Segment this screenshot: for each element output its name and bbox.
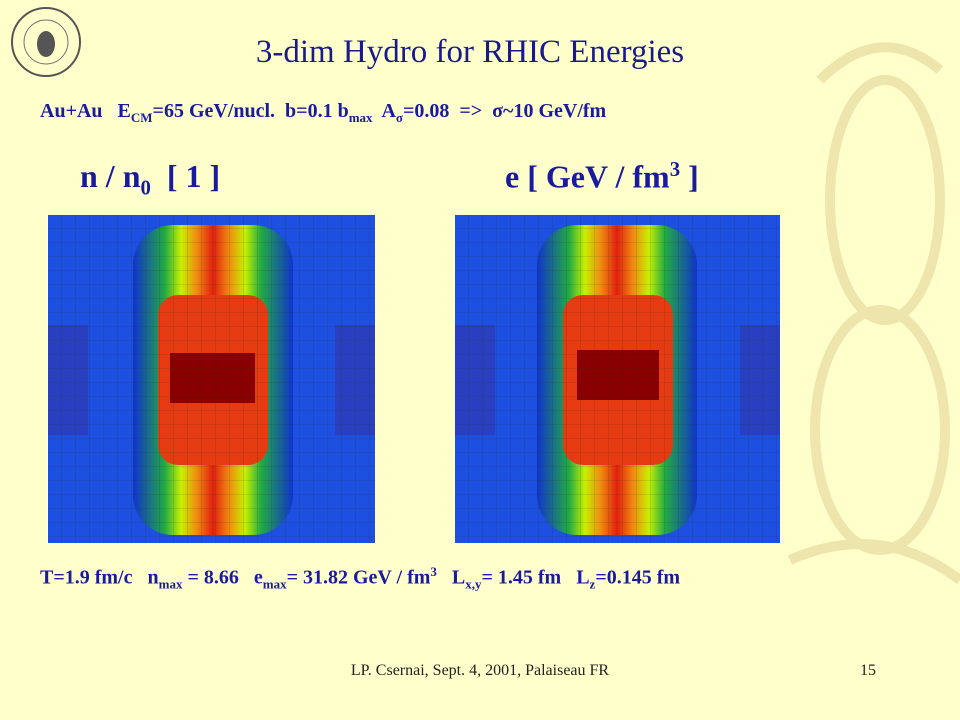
- text-run: =0.145 fm: [595, 566, 681, 589]
- text-run: T=1.9 fm/c n: [40, 566, 159, 589]
- subscript: max: [262, 576, 287, 592]
- subscript: CM: [130, 110, 153, 125]
- footer-author: LP. Csernai, Sept. 4, 2001, Palaiseau FR: [350, 662, 610, 679]
- text-run: L: [436, 566, 466, 589]
- text-run: n / n: [80, 158, 141, 194]
- text-run: [ 1 ]: [150, 158, 221, 194]
- results: T=1.9 fm/c nmax = 8.66 emax= 31.82 GeV /…: [40, 564, 680, 593]
- subscript: σ: [395, 110, 403, 125]
- supscript: 3: [669, 158, 681, 181]
- text-run: e [ GeV / fm: [505, 158, 670, 195]
- text-run: = 8.66 e: [182, 566, 263, 589]
- text-run: A: [372, 100, 396, 122]
- heatmap-image: [455, 215, 780, 543]
- slide-title: 3-dim Hydro for RHIC Energies: [255, 34, 685, 70]
- text-run: Au+Au E: [40, 100, 131, 122]
- text-run: ]: [680, 158, 699, 195]
- text-run: = 1.45 fm L: [481, 566, 590, 589]
- panel-label: e [ GeV / fm3 ]: [505, 158, 699, 196]
- supscript: 3: [430, 564, 437, 579]
- page-number: 15: [860, 662, 876, 679]
- subscript: 0: [140, 176, 151, 200]
- subscript: max: [348, 110, 373, 125]
- subscript: x,y: [465, 576, 482, 592]
- subscript: z: [589, 576, 596, 592]
- heatmap-image: [48, 215, 375, 543]
- text-run: =0.08 => σ~10 GeV/fm: [402, 100, 607, 122]
- text-run: =65 GeV/nucl. b=0.1 b: [152, 100, 349, 122]
- parameters: Au+Au ECM=65 GeV/nucl. b=0.1 bmax Aσ=0.0…: [40, 100, 606, 126]
- subscript: max: [158, 576, 183, 592]
- panel-label: n / n0 [ 1 ]: [80, 158, 220, 200]
- text-run: = 31.82 GeV / fm: [286, 566, 431, 589]
